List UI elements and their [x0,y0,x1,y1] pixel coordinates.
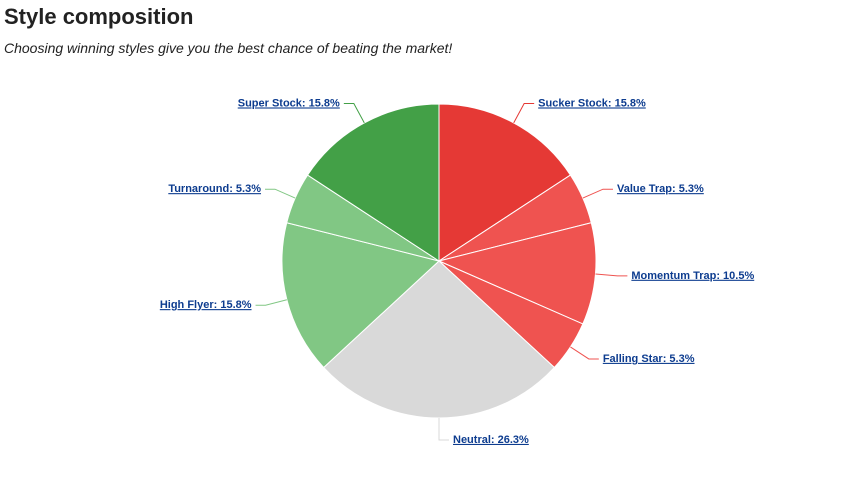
slice-label[interactable]: High Flyer: 15.8% [160,299,252,311]
pie-slice [322,260,556,419]
pie-slice [306,103,440,262]
connector [255,299,287,306]
connector [438,418,449,441]
connector [265,188,296,199]
slice-label[interactable]: Momentum Trap: 10.5% [631,270,754,282]
connector [343,103,365,124]
slice-label[interactable]: Sucker Stock: 15.8% [538,97,646,109]
slice-label[interactable]: Super Stock: 15.8% [238,97,340,109]
slice-label[interactable]: Falling Star: 5.3% [603,353,695,365]
page-subtitle: Choosing winning styles give you the bes… [4,40,453,56]
slice-label[interactable]: Neutral: 26.3% [453,434,529,446]
connector [513,103,535,124]
connector [570,346,599,360]
pie-slice [437,222,597,325]
connector [582,188,613,199]
slice-label[interactable]: Turnaround: 5.3% [168,183,261,195]
pie-slice [281,222,441,369]
connector [595,273,628,277]
page-title: Style composition [4,4,194,29]
slice-label[interactable]: Value Trap: 5.3% [617,183,704,195]
pie-slice [438,103,572,262]
